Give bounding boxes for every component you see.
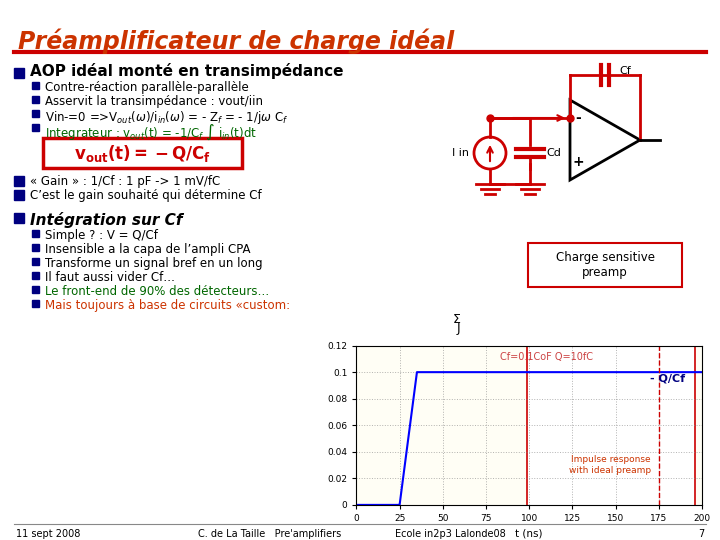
Text: Contre-réaction parallèle-parallèle: Contre-réaction parallèle-parallèle: [45, 81, 248, 94]
Text: Charge sensitive
preamp: Charge sensitive preamp: [556, 251, 654, 279]
Text: Transforme un signal bref en un long: Transforme un signal bref en un long: [45, 257, 263, 270]
Text: C. de La Taille   Pre'amplifiers: C. de La Taille Pre'amplifiers: [199, 529, 341, 539]
Text: Ecole in2p3 Lalonde08: Ecole in2p3 Lalonde08: [395, 529, 505, 539]
Text: Integrateur : v$_{out}$(t) = -1/C$_f$ $\int$ i$_{in}$(t)dt: Integrateur : v$_{out}$(t) = -1/C$_f$ $\…: [45, 123, 257, 143]
Text: J: J: [457, 322, 461, 335]
X-axis label: t (ns): t (ns): [516, 529, 543, 538]
Text: - Q/Cf: - Q/Cf: [649, 374, 685, 384]
FancyBboxPatch shape: [528, 0, 695, 540]
Text: Cd: Cd: [546, 148, 561, 158]
Bar: [32, 300, 39, 307]
Text: Le front-end de 90% des détecteurs…: Le front-end de 90% des détecteurs…: [45, 285, 269, 298]
Text: Cf: Cf: [619, 66, 631, 76]
Text: AOP idéal monté en transimpédance: AOP idéal monté en transimpédance: [30, 63, 343, 79]
Bar: [14, 176, 24, 186]
Bar: [32, 244, 39, 251]
Text: 11 sept 2008: 11 sept 2008: [16, 529, 81, 539]
Bar: [14, 68, 24, 78]
FancyBboxPatch shape: [43, 138, 242, 168]
Text: Vin-=0 =>V$_{out}$($\omega$)/i$_{in}$($\omega$) = - Z$_f$ = - 1/j$\omega$ C$_f$: Vin-=0 =>V$_{out}$($\omega$)/i$_{in}$($\…: [45, 109, 289, 126]
FancyBboxPatch shape: [528, 243, 682, 287]
Text: $\Sigma$: $\Sigma$: [452, 313, 461, 326]
Text: Il faut aussi vider Cf…: Il faut aussi vider Cf…: [45, 271, 175, 284]
Bar: [32, 258, 39, 265]
Bar: [32, 96, 39, 103]
Bar: [32, 124, 39, 131]
Text: +: +: [572, 155, 584, 169]
Text: C’est le gain souhaité qui détermine Cf: C’est le gain souhaité qui détermine Cf: [30, 189, 261, 202]
Text: Impulse response
with ideal preamp: Impulse response with ideal preamp: [570, 455, 652, 475]
Text: Asservit la transimpédance : vout/iin: Asservit la transimpédance : vout/iin: [45, 95, 263, 108]
Bar: [32, 82, 39, 89]
Bar: [32, 272, 39, 279]
Text: Insensible a la capa de l’ampli CPA: Insensible a la capa de l’ampli CPA: [45, 243, 251, 256]
Text: Préamplificateur de charge idéal: Préamplificateur de charge idéal: [18, 28, 454, 53]
Text: 7: 7: [698, 529, 704, 539]
Bar: [14, 213, 24, 223]
Bar: [32, 110, 39, 117]
Text: Mais toujours à base de circuits «custom:: Mais toujours à base de circuits «custom…: [45, 299, 290, 312]
Bar: [32, 286, 39, 293]
Text: $\bf{v_{out}(t) = - Q/C_f}$: $\bf{v_{out}(t) = - Q/C_f}$: [74, 143, 212, 164]
Bar: [14, 190, 24, 200]
Text: I in: I in: [452, 148, 469, 158]
Text: -: -: [575, 111, 581, 125]
Text: Intégration sur Cf: Intégration sur Cf: [30, 212, 182, 228]
Text: « Gain » : 1/Cf : 1 pF -> 1 mV/fC: « Gain » : 1/Cf : 1 pF -> 1 mV/fC: [30, 175, 220, 188]
Bar: [32, 230, 39, 237]
Text: Cf=0.1CoF Q=10fC: Cf=0.1CoF Q=10fC: [500, 352, 593, 362]
Text: Simple ? : V = Q/Cf: Simple ? : V = Q/Cf: [45, 229, 158, 242]
